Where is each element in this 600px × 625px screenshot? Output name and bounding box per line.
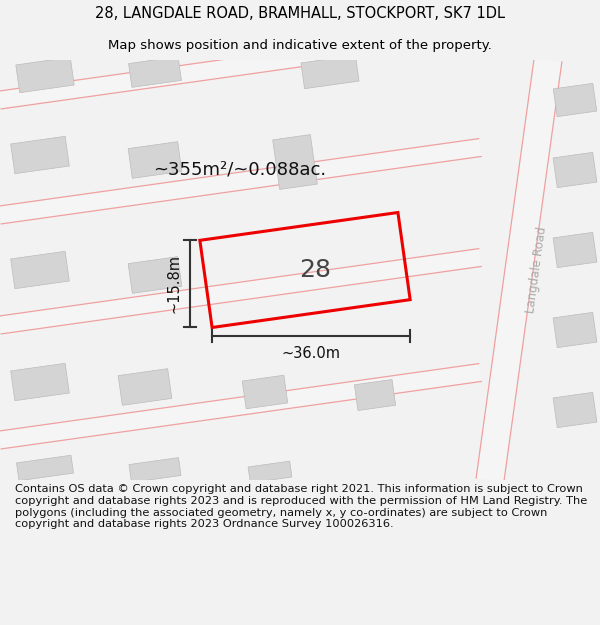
Polygon shape [553,152,597,188]
Text: ~36.0m: ~36.0m [281,346,341,361]
Polygon shape [0,24,481,109]
Text: 28, LANGDALE ROAD, BRAMHALL, STOCKPORT, SK7 1DL: 28, LANGDALE ROAD, BRAMHALL, STOCKPORT, … [95,6,505,21]
Polygon shape [553,312,597,348]
Polygon shape [11,136,70,174]
Polygon shape [118,369,172,406]
Polygon shape [301,55,359,89]
Polygon shape [476,58,562,482]
Text: 28: 28 [299,258,331,282]
Polygon shape [11,251,70,289]
Polygon shape [553,392,597,428]
Polygon shape [11,363,70,401]
Polygon shape [128,142,182,178]
Text: Contains OS data © Crown copyright and database right 2021. This information is : Contains OS data © Crown copyright and d… [15,484,587,529]
Polygon shape [248,461,292,483]
Polygon shape [128,257,182,293]
Polygon shape [0,364,481,449]
Polygon shape [16,58,74,92]
Polygon shape [553,232,597,268]
Polygon shape [128,57,181,88]
Polygon shape [355,379,395,411]
Polygon shape [242,375,288,409]
Polygon shape [129,458,181,482]
Text: Langdale Road: Langdale Road [524,226,550,314]
Text: ~355m²/~0.088ac.: ~355m²/~0.088ac. [154,161,326,179]
Polygon shape [0,139,481,224]
Text: ~15.8m: ~15.8m [166,254,181,313]
Polygon shape [0,249,481,334]
Polygon shape [553,83,597,117]
Text: Map shows position and indicative extent of the property.: Map shows position and indicative extent… [108,39,492,51]
Polygon shape [17,455,73,481]
Polygon shape [273,134,317,189]
